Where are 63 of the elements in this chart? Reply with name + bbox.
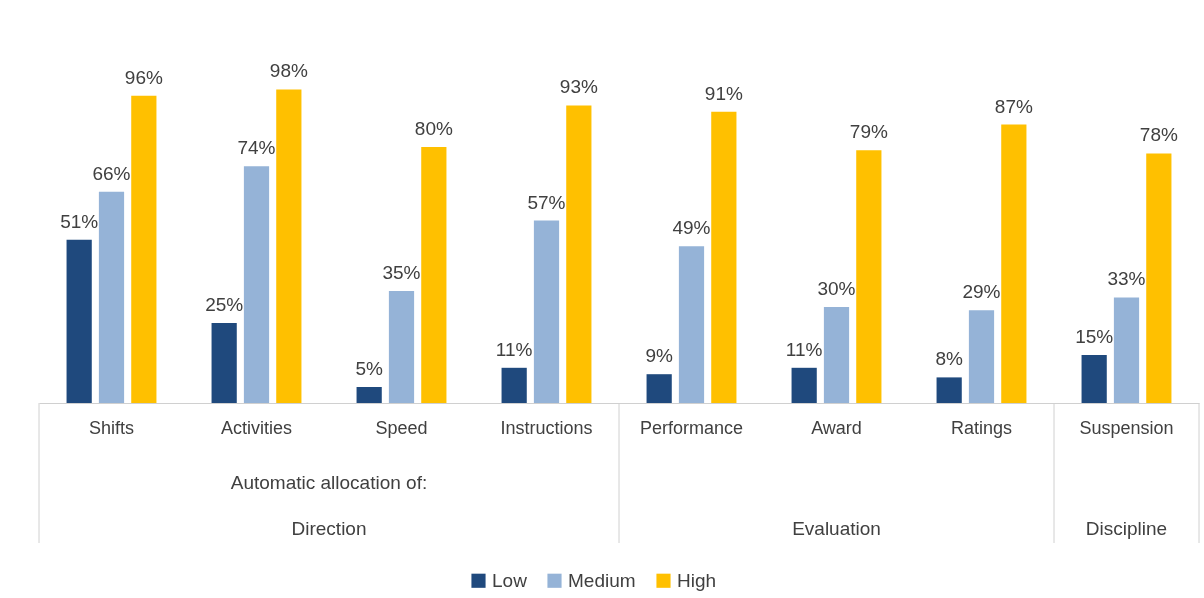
bar	[1146, 153, 1172, 403]
bar	[66, 239, 92, 403]
x-tick-label: Suspension	[1079, 417, 1174, 438]
legend-label: High	[677, 569, 717, 591]
data-label: 11%	[495, 338, 533, 360]
bar	[711, 111, 737, 403]
data-label: 98%	[269, 60, 308, 82]
bar	[1113, 297, 1140, 403]
bar	[791, 367, 817, 403]
x-tick-label: Instructions	[500, 417, 593, 438]
bar	[1081, 355, 1107, 403]
legend-label: Low	[492, 569, 528, 591]
bar	[501, 367, 527, 403]
bar	[936, 377, 962, 403]
text: Evaluation	[792, 518, 881, 539]
data-label: 25%	[205, 294, 244, 315]
data-label: 5%	[355, 358, 383, 379]
data-label: 79%	[849, 121, 888, 143]
bar	[388, 291, 415, 403]
text: Automatic allocation of:	[230, 472, 428, 493]
bar	[276, 89, 302, 403]
data-label: 29%	[962, 281, 1001, 303]
data-label: 35%	[382, 262, 421, 283]
bar	[98, 191, 125, 403]
data-label: 49%	[672, 217, 711, 239]
data-label: 33%	[1107, 268, 1146, 290]
data-label: 74%	[237, 137, 276, 159]
bar	[1001, 124, 1027, 403]
data-label: 91%	[704, 82, 743, 104]
data-label: 11%	[785, 338, 823, 360]
data-label: 15%	[1075, 326, 1114, 347]
bar	[856, 150, 882, 403]
data-label: 93%	[559, 76, 598, 98]
bar	[421, 147, 447, 403]
x-tick-label: Ratings	[950, 417, 1013, 438]
bar	[823, 307, 850, 403]
bar	[968, 310, 995, 403]
x-tick-label: Speed	[375, 417, 428, 438]
data-label: 96%	[124, 66, 163, 88]
data-label: 9%	[645, 345, 673, 367]
x-tick-label: Award	[811, 417, 862, 438]
bar	[356, 387, 382, 403]
data-label: 57%	[527, 191, 566, 213]
bar	[566, 105, 592, 403]
x-tick-label: Performance	[639, 417, 744, 438]
legend-label: Medium	[568, 569, 636, 591]
data-label: 78%	[1139, 124, 1178, 146]
text: Discipline	[1085, 518, 1168, 539]
bar	[131, 95, 157, 403]
bar	[646, 374, 672, 403]
data-label: 80%	[414, 118, 453, 139]
data-label: 66%	[92, 162, 131, 184]
bar	[243, 166, 270, 403]
bar	[678, 246, 705, 403]
x-tick-label: Shifts	[88, 417, 135, 438]
data-label: 8%	[935, 348, 963, 370]
x-tick-label: Activities	[220, 417, 293, 438]
data-label: 87%	[994, 95, 1033, 117]
bar	[211, 323, 237, 403]
data-label: 30%	[817, 278, 856, 299]
bar	[533, 220, 560, 403]
data-label: 51%	[60, 210, 99, 232]
text: Direction	[291, 518, 367, 539]
